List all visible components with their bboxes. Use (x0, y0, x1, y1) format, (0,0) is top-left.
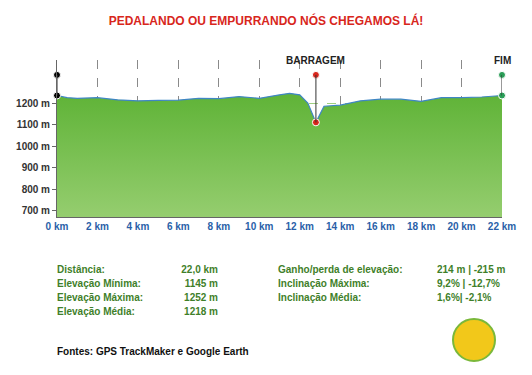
svg-text:0 km: 0 km (46, 221, 69, 232)
html-text:Elevação Máxima:: Elevação Máxima: (57, 292, 144, 303)
svg-text:6 km: 6 km (167, 221, 190, 232)
svg-text:900 m: 900 m (22, 162, 50, 173)
svg-text:1000 m: 1000 m (16, 141, 50, 152)
svg-text:8 km: 8 km (207, 221, 230, 232)
svg-text:BARRAGEM: BARRAGEM (286, 55, 345, 66)
svg-text:18 km: 18 km (407, 221, 435, 232)
svg-text:800 m: 800 m (22, 184, 50, 195)
svg-text:14 km: 14 km (326, 221, 354, 232)
svg-text:2 km: 2 km (86, 221, 109, 232)
html-text:1252 m: 1252 m (184, 292, 218, 303)
html-text:Distância:: Distância: (57, 264, 105, 275)
svg-text:700 m: 700 m (22, 205, 50, 216)
html-text:1145 m: 1145 m (184, 278, 218, 289)
html-text:Ganho/perda de elevação:: Ganho/perda de elevação: (278, 264, 403, 275)
html-text:214 m | -215 m: 214 m | -215 m (437, 264, 506, 275)
html-text:1,6%| -2,1%: 1,6%| -2,1% (437, 292, 492, 303)
svg-text:16 km: 16 km (366, 221, 394, 232)
svg-text:4 km: 4 km (127, 221, 150, 232)
svg-text:12 km: 12 km (286, 221, 314, 232)
svg-text:1200 m: 1200 m (16, 98, 50, 109)
svg-text:FIM: FIM (494, 55, 511, 66)
html-text:22,0 km: 22,0 km (181, 264, 218, 275)
html-text:Elevação Mínima:: Elevação Mínima: (57, 278, 141, 289)
svg-text:20 km: 20 km (447, 221, 475, 232)
html-text:9,2% | -12,7%: 9,2% | -12,7% (437, 278, 500, 289)
svg-text:1100 m: 1100 m (17, 119, 50, 130)
html-text:Elevação Média:: Elevação Média: (57, 306, 135, 317)
html-text:Inclinação Média:: Inclinação Média: (278, 292, 362, 303)
svg-text:22 km: 22 km (488, 221, 516, 232)
html-text:Fontes: GPS TrackMaker e Googl: Fontes: GPS TrackMaker e Google Earth (57, 346, 249, 357)
svg-text:10 km: 10 km (245, 221, 273, 232)
html-text:Inclinação Máxima:: Inclinação Máxima: (278, 278, 370, 289)
html-text:1218 m: 1218 m (184, 306, 218, 317)
svg-text:PEDALANDO OU EMPURRANDO NÓS CH: PEDALANDO OU EMPURRANDO NÓS CHEGAMOS LÁ! (109, 13, 424, 28)
